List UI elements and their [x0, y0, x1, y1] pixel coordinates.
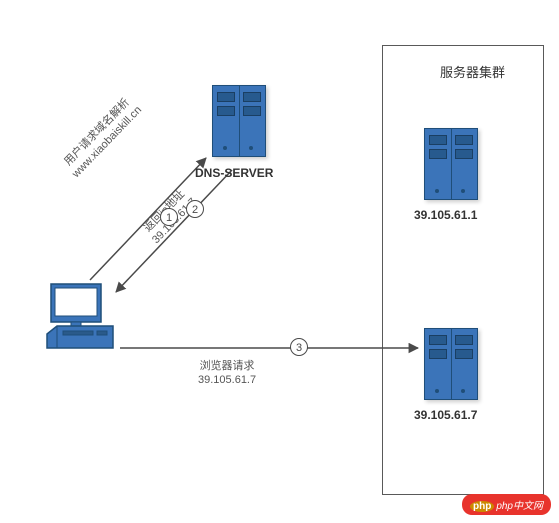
- watermark-prefix: php: [470, 501, 494, 512]
- edge-1-label: 用户请求域名解析 www.xiaobaiskill.cn: [60, 94, 145, 181]
- step-1-badge: 1: [160, 208, 178, 226]
- watermark-text: php中文网: [496, 501, 543, 512]
- server-2-node: [424, 328, 478, 400]
- client-computer-node: [45, 282, 115, 352]
- server-1-label: 39.105.61.1: [414, 208, 477, 222]
- server-2-label: 39.105.61.7: [414, 408, 477, 422]
- diagram-canvas: 服务器集群 用户请求域名解析 www.xiaobaiskill.cn 返回ip地…: [0, 0, 559, 523]
- server-1-node: [424, 128, 478, 200]
- step-3-badge: 3: [290, 338, 308, 356]
- server-cluster-box: [382, 45, 544, 495]
- step-2-badge: 2: [186, 200, 204, 218]
- dns-server-node: [212, 85, 266, 157]
- edge-3-label: 浏览器请求 39.105.61.7: [198, 360, 256, 388]
- watermark-badge: phpphp中文网: [462, 494, 551, 515]
- dns-server-label: DNS-SERVER: [195, 166, 273, 180]
- server-cluster-title: 服务器集群: [440, 62, 505, 81]
